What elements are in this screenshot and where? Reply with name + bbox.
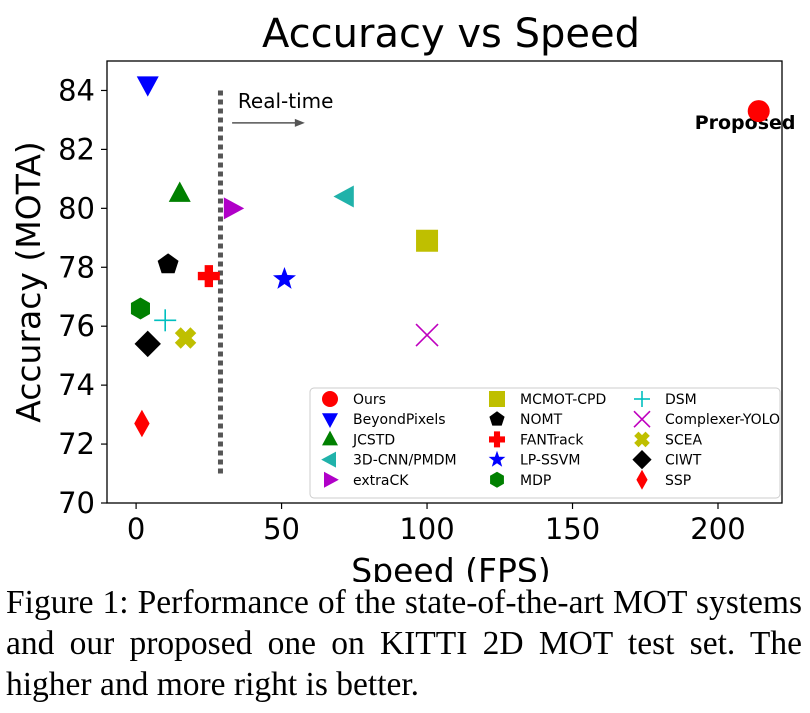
legend-label-fantrack: FANTrack	[520, 432, 584, 448]
legend-box	[309, 387, 781, 499]
legend-label-extrack: extraCK	[353, 473, 409, 489]
x-tick-label: 150	[545, 512, 600, 546]
plot-frame	[106, 60, 783, 504]
figure-caption: Figure 1: Performance of the state-of-th…	[6, 584, 802, 703]
point-3d-cnn-pmdm	[333, 185, 354, 208]
y-tick-label: 78	[58, 250, 95, 284]
point-dsm	[154, 309, 177, 332]
legend-marker-mdp	[490, 471, 504, 488]
legend-label-ssp: SSP	[665, 473, 691, 489]
y-tick-label: 70	[58, 486, 95, 520]
axes-group: 0 50 100 150 200 70 72 74 76 78 80 82 84	[58, 73, 746, 546]
x-tick-label: 200	[690, 512, 745, 546]
legend-label-beyondpixels: BeyondPixels	[353, 412, 446, 428]
point-nomt	[157, 253, 179, 274]
legend-marker-ciwt	[632, 450, 652, 470]
y-tick-label: 80	[58, 191, 95, 225]
legend-label-complexer-yolo: Complexer-YOLO	[665, 412, 780, 428]
legend-marker-lp-ssvm	[488, 450, 506, 467]
legend-marker-mcmot-cpd	[489, 391, 505, 407]
proposed-label: Proposed	[695, 112, 796, 134]
scatter-chart: Accuracy vs Speed 0 50 100 150 200 70 72 74 76 78…	[9, 11, 796, 582]
point-ciwt	[134, 330, 161, 358]
point-complexer-yolo-b	[415, 323, 439, 347]
chart-title: Accuracy vs Speed	[262, 11, 640, 57]
point-scea-shape	[174, 327, 197, 349]
point-beyondpixels	[136, 76, 159, 97]
point-ssp	[134, 409, 150, 438]
legend-label-ours: Ours	[353, 392, 386, 408]
legend-marker-ours	[322, 391, 338, 407]
legend-marker-nomt	[489, 411, 505, 426]
legend-label-ciwt: CIWT	[665, 453, 702, 469]
legend-marker-beyondpixels	[322, 413, 338, 428]
legend-marker-jcstd	[322, 430, 338, 446]
point-mcmot-cpd	[416, 229, 439, 252]
y-tick-label: 82	[58, 132, 95, 166]
legend-marker-complexer-yolo	[633, 410, 651, 428]
legend-label-mcmot-cpd: MCMOT-CPD	[520, 392, 606, 408]
legend-marker-complexer-yolo-b	[633, 410, 651, 428]
legend-label-dsm: DSM	[665, 392, 697, 408]
point-complexer-yolo	[415, 323, 439, 347]
point-lp-ssvm	[272, 266, 296, 289]
legend-label-jcstd: JCSTD	[352, 432, 395, 448]
legend-label-lp-ssvm: LP-SSVM	[520, 453, 580, 469]
legend-label-3d-cnn-pmdm: 3D-CNN/PMDM	[353, 453, 457, 469]
y-tick-label: 76	[58, 309, 95, 343]
point-ours	[747, 100, 770, 123]
y-tick-label: 84	[58, 73, 95, 107]
legend-marker-dsm	[634, 391, 650, 407]
legend: Ours BeyondPixels JCSTD 3D-CNN/PMDM extraCK M…	[309, 387, 781, 499]
x-tick-label: 0	[127, 512, 145, 546]
point-fantrack	[197, 265, 220, 288]
points-group	[130, 76, 770, 438]
legend-label-scea: SCEA	[665, 432, 703, 448]
legend-marker-3d-cnn-pmdm	[321, 451, 336, 468]
point-jcstd	[168, 181, 191, 202]
realtime-label: Real-time	[238, 89, 334, 113]
legend-marker-scea-shape	[634, 431, 650, 448]
x-tick-label: 100	[399, 512, 454, 546]
legend-label-nomt: NOMT	[520, 412, 563, 428]
realtime-arrow-head	[294, 118, 305, 127]
legend-marker-ssp	[636, 469, 648, 490]
point-mdp	[130, 297, 150, 320]
realtime-reference-group: Real-time Proposed	[217, 87, 796, 474]
y-tick-label: 74	[58, 368, 95, 402]
point-scea	[174, 327, 197, 349]
point-extrack	[223, 197, 245, 220]
legend-label-mdp: MDP	[520, 473, 551, 489]
legend-marker-fantrack	[489, 431, 505, 448]
x-axis-label: Speed (FPS)	[351, 551, 551, 582]
y-axis-label: Accuracy (MOTA)	[9, 141, 48, 423]
legend-marker-extrack	[324, 471, 339, 488]
x-tick-label: 50	[263, 512, 300, 546]
y-tick-label: 72	[58, 427, 95, 461]
legend-marker-scea	[634, 431, 650, 448]
